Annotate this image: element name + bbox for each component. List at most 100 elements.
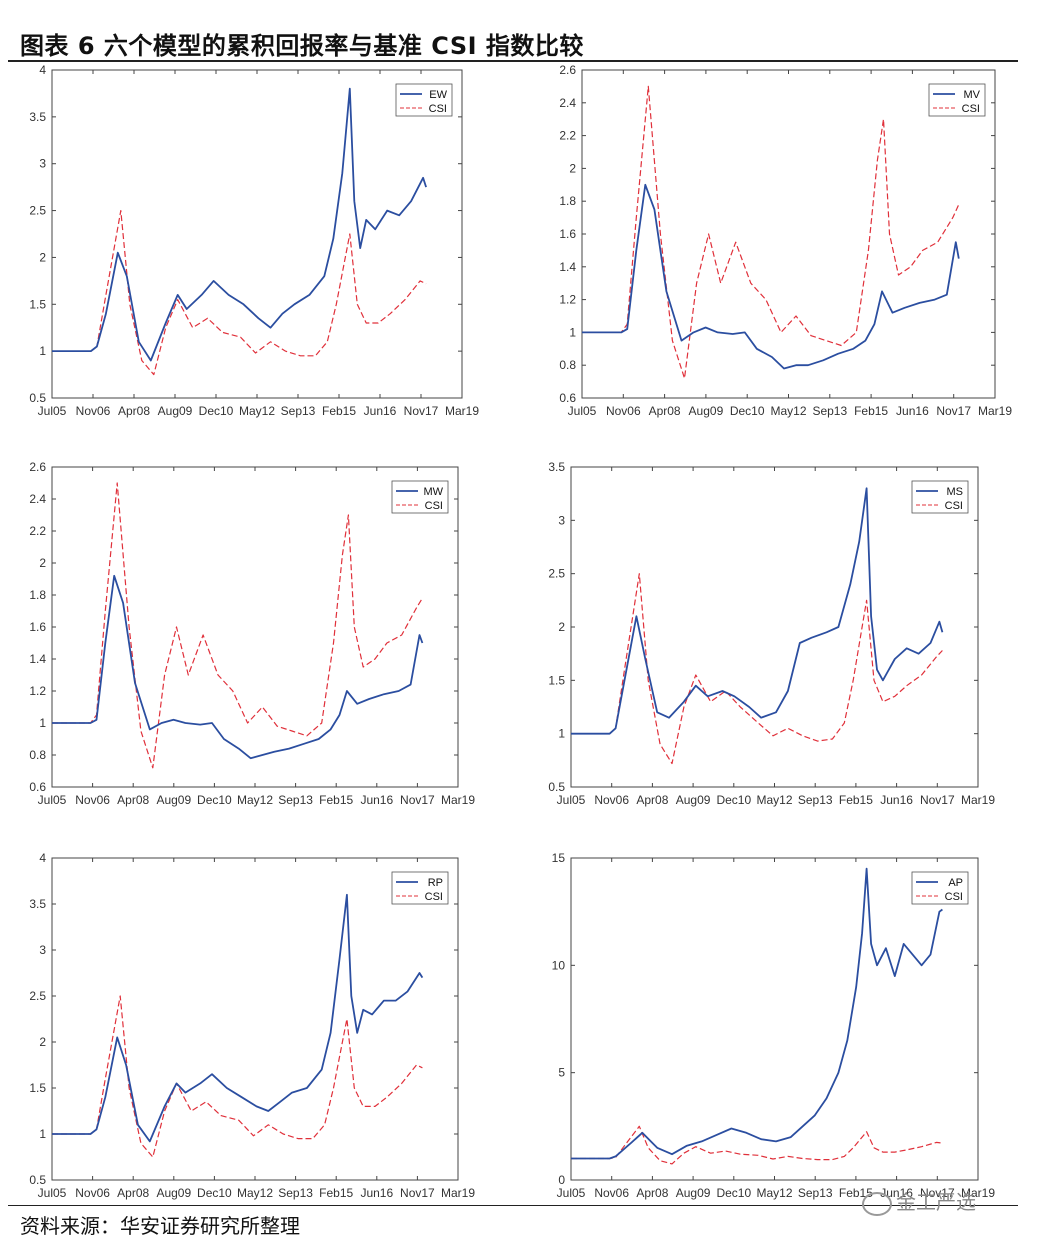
y-tick-label: 2.2 xyxy=(29,524,46,538)
x-tick-label: May12 xyxy=(770,404,806,418)
x-tick-label: Mar19 xyxy=(441,793,475,807)
x-tick-label: Nov17 xyxy=(404,404,439,418)
x-tick-label: Jun16 xyxy=(896,404,929,418)
plot-frame xyxy=(570,857,979,1181)
x-tick-label: Aug09 xyxy=(158,404,193,418)
x-tick-label: May12 xyxy=(239,404,275,418)
y-tick-label: 1.5 xyxy=(29,297,46,311)
x-tick-label: Apr08 xyxy=(118,404,150,418)
x-tick-label: Aug09 xyxy=(676,793,711,807)
plot-frame xyxy=(51,69,463,399)
x-tick-label: Nov06 xyxy=(594,1186,629,1200)
legend: MW CSI xyxy=(391,480,449,514)
y-tick-label: 1.2 xyxy=(29,684,46,698)
x-tick-label: Sep13 xyxy=(278,793,313,807)
top-rule xyxy=(8,60,1018,62)
x-tick-label: Jul05 xyxy=(38,1186,67,1200)
y-tick-label: 0.8 xyxy=(559,358,576,372)
x-tick-label: Feb15 xyxy=(322,404,356,418)
chart-mv: 0.6 0.8 1 1.2 1.4 1.6 1.8 2 2.2 2.4 2.6 Jul05 Nov06 A… xyxy=(559,63,1012,418)
y-tick-label: 2.5 xyxy=(29,204,46,218)
legend-label: CSI xyxy=(962,103,980,115)
x-tick-label: Dec10 xyxy=(716,1186,751,1200)
x-tick-label: Apr08 xyxy=(636,793,668,807)
x-tick-label: Jun16 xyxy=(364,404,397,418)
watermark-text: 金工严选 xyxy=(896,1190,976,1214)
x-tick-label: Nov06 xyxy=(594,793,629,807)
x-tick-label: Feb15 xyxy=(319,1186,353,1200)
x-tick-label: Aug09 xyxy=(689,404,724,418)
figure-title: 图表 6 六个模型的累积回报率与基准 CSI 指数比较 xyxy=(20,32,584,60)
series-ap xyxy=(571,867,943,1160)
series-mw xyxy=(52,574,424,760)
plot-frame xyxy=(581,69,996,399)
y-tick-label: 10 xyxy=(552,958,566,972)
x-tick-label: Jul05 xyxy=(568,404,597,418)
x-tick-label: May12 xyxy=(237,793,273,807)
y-tick-label: 3.5 xyxy=(29,897,46,911)
legend-label: MS xyxy=(947,486,964,498)
y-tick-label: 4 xyxy=(39,63,46,77)
y-tick-label: 3 xyxy=(558,513,565,527)
x-tick-label: Jul05 xyxy=(38,404,67,418)
legend: EW CSI xyxy=(395,83,453,117)
y-tick-label: 1.8 xyxy=(559,194,576,208)
legend: AP CSI xyxy=(911,871,969,905)
y-tick-label: 1 xyxy=(39,344,46,358)
legend-box xyxy=(911,871,969,905)
chart-ms: 0.5 1 1.5 2 2.5 3 3.5 Jul05 Nov06 Apr08 Aug09 Dec10… xyxy=(548,460,995,807)
y-tick-label: 1.2 xyxy=(559,293,576,307)
y-tick-label: 3 xyxy=(39,943,46,957)
x-tick-label: Sep13 xyxy=(281,404,316,418)
y-tick-label: 1.4 xyxy=(29,652,46,666)
legend-label: CSI xyxy=(945,891,963,903)
y-tick-label: 2 xyxy=(558,620,565,634)
y-tick-label: 2.5 xyxy=(548,567,565,581)
series-ms xyxy=(571,487,944,735)
legend-label: CSI xyxy=(945,500,963,512)
x-tick-label: Nov17 xyxy=(400,1186,435,1200)
x-tick-label: Mar19 xyxy=(445,404,479,418)
x-tick-label: Mar19 xyxy=(961,1186,995,1200)
legend-label: MV xyxy=(964,89,981,101)
y-tick-label: 1.5 xyxy=(29,1081,46,1095)
legend-box xyxy=(391,871,449,905)
series-csi xyxy=(52,482,423,769)
chart-ap: 0 5 10 15 Jul05 Nov06 Apr08 Aug09 Dec10 May12 Sep1… xyxy=(552,851,996,1200)
x-tick-label: Jul05 xyxy=(557,793,586,807)
x-tick-label: Sep13 xyxy=(278,1186,313,1200)
x-tick-label: Nov17 xyxy=(920,793,955,807)
legend-label: CSI xyxy=(429,103,447,115)
x-tick-label: Nov06 xyxy=(76,404,111,418)
y-tick-label: 3.5 xyxy=(548,460,565,474)
y-tick-label: 1.6 xyxy=(559,227,576,241)
x-tick-label: Dec10 xyxy=(199,404,234,418)
y-tick-label: 2.6 xyxy=(559,63,576,77)
y-tick-label: 4 xyxy=(39,851,46,865)
y-tick-label: 0.6 xyxy=(29,780,46,794)
y-tick-label: 2.6 xyxy=(29,460,46,474)
x-tick-label: Nov17 xyxy=(920,1186,955,1200)
y-tick-label: 2.4 xyxy=(29,492,46,506)
legend-label: CSI xyxy=(425,500,443,512)
x-tick-label: Sep13 xyxy=(798,793,833,807)
y-tick-label: 1 xyxy=(39,716,46,730)
y-tick-label: 2.5 xyxy=(29,989,46,1003)
x-tick-label: Apr08 xyxy=(649,404,681,418)
x-tick-label: Apr08 xyxy=(636,1186,668,1200)
legend: MV CSI xyxy=(928,83,986,117)
series-csi xyxy=(571,1125,943,1165)
chart-mw: 0.6 0.8 1 1.2 1.4 1.6 1.8 2 2.2 2.4 2.6 Jul05 Nov06 A… xyxy=(29,460,475,807)
x-tick-label: Aug09 xyxy=(676,1186,711,1200)
y-tick-label: 1.5 xyxy=(548,673,565,687)
x-tick-label: Apr08 xyxy=(117,1186,149,1200)
x-tick-label: Nov06 xyxy=(75,1186,110,1200)
y-tick-label: 15 xyxy=(552,851,566,865)
legend-box xyxy=(395,83,453,117)
plot-frame xyxy=(570,466,979,788)
series-rp xyxy=(52,893,424,1143)
series-ew xyxy=(52,87,427,362)
x-tick-label: Aug09 xyxy=(156,793,191,807)
y-tick-label: 3 xyxy=(39,157,46,171)
